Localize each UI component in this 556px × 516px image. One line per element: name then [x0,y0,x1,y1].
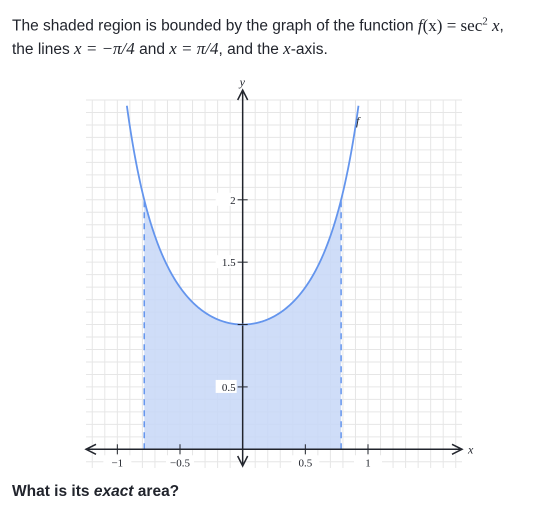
problem-comma: , [499,17,504,35]
problem-text-and: and [134,40,170,58]
x-axis-label: x [467,442,474,456]
problem-text-3: , and the [218,40,284,58]
function-expression: f(x) = sec2 x [417,15,500,35]
function-argument: (x) [422,15,443,35]
problem-line-2: the lines x = −π/4 and x = π/4, and the … [12,38,552,61]
axis-variable: x [283,38,291,58]
y-tick-label-bg [215,255,237,269]
y-axis-arrow-down [236,455,249,468]
x-axis-arrow-right [451,443,464,455]
function-name: f [417,15,423,35]
left-bound-expression: x = −π/4 [74,38,135,58]
problem-statement: The shaded region is bounded by the grap… [12,10,552,61]
function-equals-sec: = sec [442,15,483,35]
y-tick-label: 1.5 [222,257,236,269]
y-tick-label: 2 [230,195,236,207]
x-tick-label: 0.5 [298,457,312,469]
x-tick-label-bg [354,455,382,469]
question-prefix: What is its [12,483,94,500]
right-bound-expression: x = π/4 [169,38,219,58]
question: What is its exact area? [12,483,179,501]
x-tick-label-bg [166,455,194,469]
axes [84,88,464,468]
ticks: −1 −0.5 0.5 1 0.5 1.5 2 [103,192,382,469]
problem-line-1: The shaded region is bounded by the grap… [12,10,552,38]
x-tick-label-bg [103,455,132,469]
function-exponent: 2 [482,15,488,27]
problem-text-1: The shaded region is bounded by the grap… [12,17,418,35]
problem-text-4: -axis. [290,40,328,58]
x-tick-label-bg [291,455,320,469]
y-tick-label-bg [215,192,237,206]
function-variable: x [487,15,500,35]
question-emphasis: exact [93,483,134,500]
y-tick-label-bg [215,379,237,393]
y-axis-label: y [239,75,246,89]
problem-text-2: the lines [12,40,75,58]
y-axis-arrow-up [236,88,249,101]
x-tick-label: −1 [111,457,123,469]
series-f-label: f [356,114,361,128]
x-axis-arrow-left [84,443,97,455]
question-suffix: area? [133,483,180,500]
y-tick-label: 0.5 [222,382,236,394]
x-tick-label: −0.5 [170,457,190,469]
x-tick-label: 1 [365,457,371,469]
shaded-region [144,199,342,450]
